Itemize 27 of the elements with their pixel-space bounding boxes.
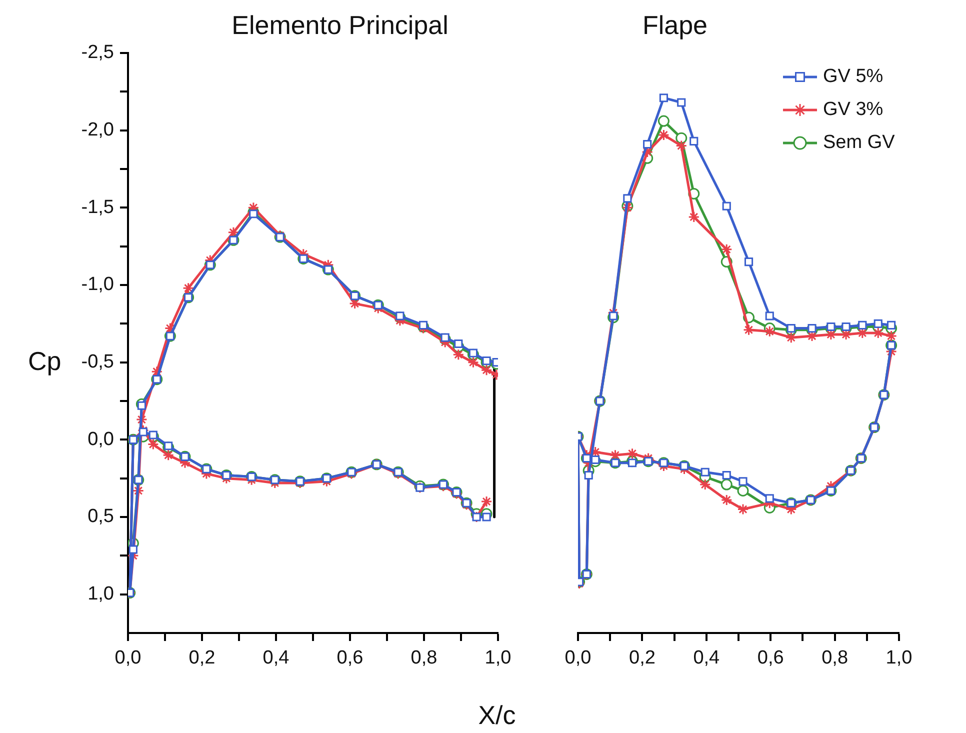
legend-label: GV 3% xyxy=(823,99,884,120)
y-tick-label: 1,0 xyxy=(88,584,114,605)
chart-title: Elemento Principal xyxy=(232,10,448,41)
legend-label: Sem GV xyxy=(823,132,896,154)
x-tick-label: 0,4 xyxy=(693,648,720,669)
y-tick-label: -1,5 xyxy=(81,196,114,218)
y-tick-label: -2,5 xyxy=(81,42,114,64)
y-tick-label: 0,5 xyxy=(88,506,114,528)
x-tick-label: 0,8 xyxy=(822,648,848,669)
y-tick-label: -1,0 xyxy=(81,274,114,296)
chart-title: Flape xyxy=(642,10,708,41)
x-tick-label: 0,2 xyxy=(628,648,656,669)
legend-label: GV 5% xyxy=(823,66,884,88)
x-tick-label: 1,0 xyxy=(886,648,912,669)
y-tick-label: -2,0 xyxy=(81,120,114,141)
x-tick-label: 0,8 xyxy=(410,648,438,669)
x-tick-label: 0,0 xyxy=(564,648,592,669)
x-tick-label: 0,2 xyxy=(188,648,216,669)
x-tick-label: 0,4 xyxy=(262,648,290,669)
x-tick-label: 0,6 xyxy=(336,648,364,669)
x-tick-label: 0,6 xyxy=(757,648,784,669)
x-axis-title: X/c xyxy=(478,700,516,731)
x-tick-label: 0,0 xyxy=(114,648,142,669)
y-tick-label: -0,5 xyxy=(81,352,114,373)
y-tick-label: 0,0 xyxy=(88,428,114,450)
y-axis-title: Cp xyxy=(28,346,62,377)
x-tick-label: 1,0 xyxy=(484,648,512,669)
